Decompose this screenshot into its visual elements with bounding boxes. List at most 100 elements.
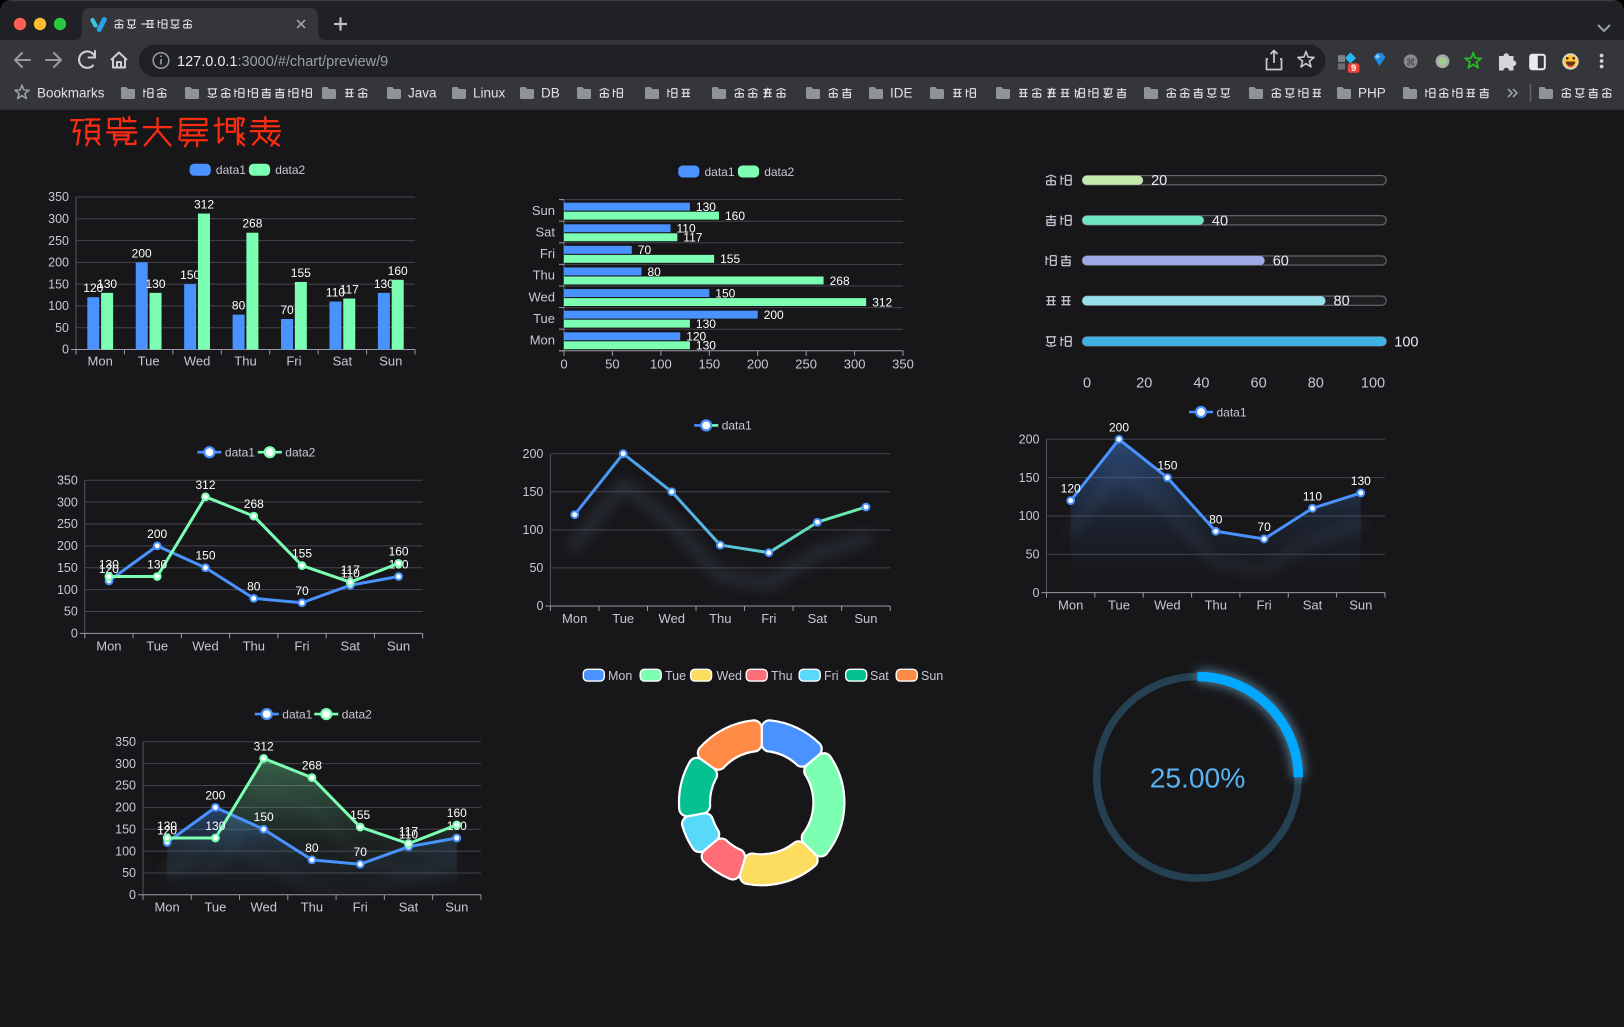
svg-text:130: 130 xyxy=(696,200,716,214)
svg-text:80: 80 xyxy=(305,841,319,855)
svg-text:150: 150 xyxy=(1157,459,1177,473)
svg-text:Mon: Mon xyxy=(608,669,632,683)
svg-text:300: 300 xyxy=(48,212,69,226)
svg-text:40: 40 xyxy=(1212,213,1228,229)
svg-text:Mon: Mon xyxy=(96,638,121,653)
svg-text:312: 312 xyxy=(194,198,214,212)
svg-text:60: 60 xyxy=(1251,376,1267,392)
svg-text:Sun: Sun xyxy=(532,203,555,218)
svg-text:Mon: Mon xyxy=(530,333,555,348)
svg-text:300: 300 xyxy=(57,495,78,509)
svg-text:350: 350 xyxy=(57,473,78,487)
svg-text:Fri: Fri xyxy=(353,900,368,915)
svg-text:150: 150 xyxy=(698,356,720,371)
svg-text:Sun: Sun xyxy=(379,354,402,369)
svg-text:200: 200 xyxy=(115,801,136,815)
svg-text:Fri: Fri xyxy=(540,246,555,261)
svg-text:Wed: Wed xyxy=(192,638,219,653)
svg-text:110: 110 xyxy=(1303,489,1322,503)
svg-text:80: 80 xyxy=(1209,512,1223,526)
svg-text:Thu: Thu xyxy=(709,611,731,626)
svg-text:PHP: PHP xyxy=(1358,86,1386,101)
svg-text:Sun: Sun xyxy=(854,611,877,626)
svg-text:300: 300 xyxy=(844,356,866,371)
svg-text:0: 0 xyxy=(1083,376,1091,392)
svg-text:150: 150 xyxy=(57,561,78,575)
svg-text:150: 150 xyxy=(48,277,69,291)
svg-text:100: 100 xyxy=(1361,376,1385,392)
svg-text:130: 130 xyxy=(99,558,119,572)
svg-text:120: 120 xyxy=(99,562,119,576)
svg-text:Sat: Sat xyxy=(870,669,889,683)
svg-text:80: 80 xyxy=(232,299,246,313)
svg-text:data2: data2 xyxy=(342,707,372,721)
svg-text:Mon: Mon xyxy=(88,354,113,369)
svg-text:160: 160 xyxy=(389,544,409,558)
svg-text:Mon: Mon xyxy=(1058,598,1083,613)
svg-text:Sat: Sat xyxy=(808,611,828,626)
svg-text:150: 150 xyxy=(254,810,274,824)
svg-text:20: 20 xyxy=(1151,173,1167,189)
svg-text:312: 312 xyxy=(195,478,215,492)
svg-text:Sun: Sun xyxy=(1349,598,1372,613)
svg-text:Tue: Tue xyxy=(533,311,555,326)
svg-text:100: 100 xyxy=(650,356,672,371)
svg-text:117: 117 xyxy=(340,283,359,297)
svg-text:Fri: Fri xyxy=(286,354,301,369)
svg-text:IDE: IDE xyxy=(890,86,913,101)
svg-text:110: 110 xyxy=(399,828,418,842)
svg-text:Java: Java xyxy=(408,86,437,101)
svg-text:155: 155 xyxy=(720,252,740,266)
svg-text:160: 160 xyxy=(388,264,408,278)
svg-text:70: 70 xyxy=(1257,520,1271,534)
svg-text:Sun: Sun xyxy=(921,669,943,683)
svg-text:312: 312 xyxy=(872,295,892,309)
svg-text:200: 200 xyxy=(523,447,544,461)
svg-text:130: 130 xyxy=(147,558,167,572)
svg-text:70: 70 xyxy=(280,303,294,317)
svg-text:Fri: Fri xyxy=(294,638,309,653)
svg-text:155: 155 xyxy=(292,547,312,561)
svg-text:200: 200 xyxy=(1019,433,1040,447)
svg-text:0: 0 xyxy=(536,599,543,613)
svg-text:160: 160 xyxy=(447,806,467,820)
svg-text:250: 250 xyxy=(115,779,136,793)
svg-text:155: 155 xyxy=(291,266,311,280)
svg-text:Thu: Thu xyxy=(1205,598,1227,613)
svg-text:Thu: Thu xyxy=(234,354,256,369)
svg-text:9: 9 xyxy=(1351,63,1356,74)
svg-text:100: 100 xyxy=(1394,334,1418,350)
svg-text:80: 80 xyxy=(648,265,662,279)
svg-text:350: 350 xyxy=(48,190,69,204)
svg-text:Wed: Wed xyxy=(1154,598,1181,613)
svg-text:70: 70 xyxy=(295,584,309,598)
svg-text:20: 20 xyxy=(1136,376,1152,392)
svg-text:80: 80 xyxy=(1308,376,1324,392)
svg-text:Sat: Sat xyxy=(1303,598,1323,613)
svg-text:Tue: Tue xyxy=(138,354,160,369)
svg-text:150: 150 xyxy=(523,485,544,499)
svg-text:250: 250 xyxy=(795,356,817,371)
svg-text:Wed: Wed xyxy=(717,669,743,683)
svg-text:80: 80 xyxy=(247,579,261,593)
svg-text:data1: data1 xyxy=(705,165,735,179)
svg-text:100: 100 xyxy=(523,523,544,537)
svg-text:117: 117 xyxy=(399,825,418,839)
svg-text:250: 250 xyxy=(48,234,69,248)
svg-text:Linux: Linux xyxy=(473,86,506,101)
svg-text:130: 130 xyxy=(145,277,165,291)
svg-text:Thu: Thu xyxy=(243,638,265,653)
svg-text:Thu: Thu xyxy=(533,268,555,283)
svg-text:130: 130 xyxy=(157,819,177,833)
svg-text:130: 130 xyxy=(374,277,394,291)
svg-text:150: 150 xyxy=(115,822,136,836)
svg-text:120: 120 xyxy=(1061,482,1081,496)
svg-text:0: 0 xyxy=(129,888,136,902)
svg-text:110: 110 xyxy=(341,566,360,580)
svg-text:Wed: Wed xyxy=(529,289,556,304)
svg-text:200: 200 xyxy=(57,539,78,553)
svg-text:150: 150 xyxy=(180,268,200,282)
svg-text:Mon: Mon xyxy=(154,900,179,915)
svg-text:268: 268 xyxy=(242,217,262,231)
svg-text:70: 70 xyxy=(638,243,652,257)
